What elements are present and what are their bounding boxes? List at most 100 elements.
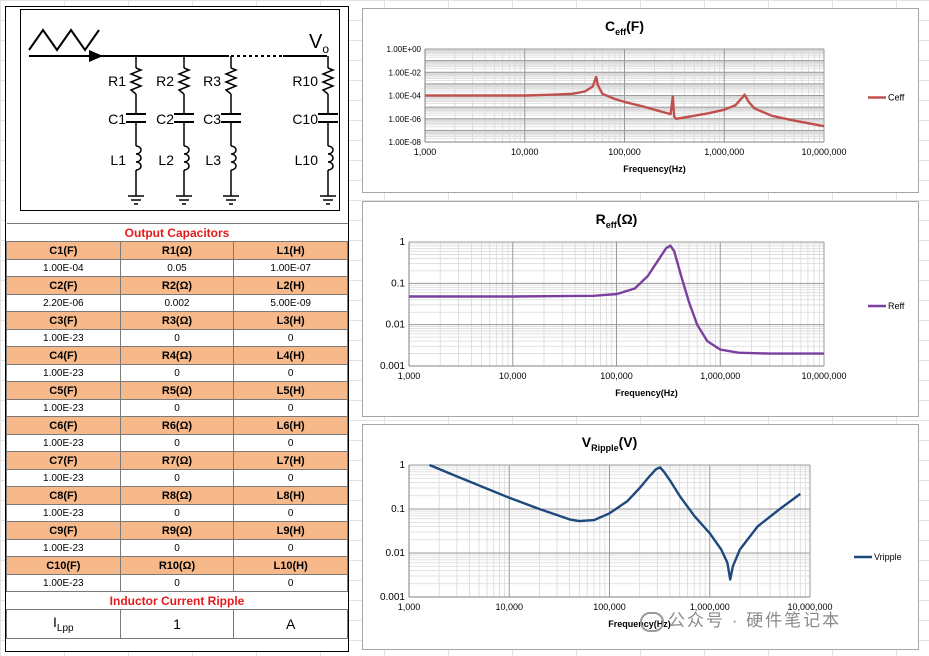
vripple-chart: 1,000 10,000 100,000 1,000,000 10,000,000 0.0… xyxy=(362,424,919,650)
inductor-label: L10 xyxy=(295,152,319,168)
value-cell[interactable]: 0 xyxy=(119,434,235,452)
value-cell[interactable]: 2.20E-06 xyxy=(6,294,121,312)
header-cell: L6(H) xyxy=(233,416,348,435)
ilpp-label: ILpp xyxy=(6,609,121,639)
value-cell[interactable]: 0.05 xyxy=(119,259,235,277)
value-cell[interactable]: 0 xyxy=(119,329,235,347)
value-cell[interactable]: 0 xyxy=(119,469,235,487)
capacitor-label: C1 xyxy=(108,111,126,127)
schematic-svg: Vo R1 C1 L1 R2 C2 L2 R3 C3 L3 R10 C10 L10 xyxy=(28,28,338,205)
series-line-ceff xyxy=(425,75,825,128)
inductor-icon xyxy=(230,145,237,171)
legend: Reff xyxy=(868,301,905,311)
schematic-diagram: Vo R1 C1 L1 R2 C2 L2 R3 C3 L3 R10 C10 L10 xyxy=(20,9,340,211)
table-title: Output Capacitors xyxy=(6,223,348,242)
header-cell: L2(H) xyxy=(233,276,348,295)
resistor-icon xyxy=(320,67,336,95)
value-cell[interactable]: 1.00E-23 xyxy=(6,504,121,522)
header-cell: R4(Ω) xyxy=(119,346,235,365)
value-cell[interactable]: 1.00E-23 xyxy=(6,399,121,417)
value-cell[interactable]: 0 xyxy=(233,434,348,452)
x-tick-label: 1,000 xyxy=(414,147,437,157)
header-cell: L9(H) xyxy=(233,521,348,540)
x-tick-label: 1,000,000 xyxy=(690,602,730,612)
inductor-icon xyxy=(327,145,334,171)
header-cell: C7(F) xyxy=(6,451,121,470)
ilpp-unit: A xyxy=(233,609,348,639)
legend-label: Ceff xyxy=(888,93,905,103)
header-cell: C5(F) xyxy=(6,381,121,400)
x-tick-label: 10,000 xyxy=(511,147,539,157)
x-tick-label: 10,000,000 xyxy=(787,602,832,612)
value-cell[interactable]: 0 xyxy=(233,329,348,347)
header-cell: C4(F) xyxy=(6,346,121,365)
value-cell[interactable]: 1.00E-07 xyxy=(233,259,348,277)
resistor-label: R3 xyxy=(203,73,221,89)
value-cell[interactable]: 1.00E-23 xyxy=(6,469,121,487)
table-header-row: C4(F) R4(Ω) L4(H) xyxy=(6,346,348,365)
header-cell: C1(F) xyxy=(6,241,121,260)
arrow-icon xyxy=(89,50,103,62)
value-cell[interactable]: 0 xyxy=(119,364,235,382)
value-cell[interactable]: 1.00E-23 xyxy=(6,539,121,557)
table-header-row: C10(F) R10(Ω) L10(H) xyxy=(6,556,348,575)
table-row: 1.00E-23 0 0 xyxy=(6,434,348,452)
ground-icon xyxy=(320,195,336,205)
y-tick-label: 1.00E-08 xyxy=(389,138,422,147)
x-axis-label: Frequency(Hz) xyxy=(623,164,686,174)
x-tick-label: 1,000 xyxy=(398,371,421,381)
value-cell[interactable]: 1.00E-23 xyxy=(6,364,121,382)
value-cell[interactable]: 0 xyxy=(119,399,235,417)
value-cell[interactable]: 0.002 xyxy=(119,294,235,312)
chart-svg: 1,000 10,000 100,000 1,000,000 10,000,000 1.0… xyxy=(387,18,905,174)
capacitor-label: C10 xyxy=(292,111,318,127)
value-cell[interactable]: 1.00E-23 xyxy=(6,329,121,347)
header-cell: R8(Ω) xyxy=(119,486,235,505)
value-cell[interactable]: 0 xyxy=(119,539,235,557)
value-cell[interactable]: 1.00E-04 xyxy=(6,259,121,277)
x-tick-label: 100,000 xyxy=(600,371,633,381)
ilpp-row: ILpp 1 A xyxy=(6,609,348,639)
gridlines xyxy=(408,241,825,367)
legend: Vripple xyxy=(854,552,902,562)
header-cell: R1(Ω) xyxy=(119,241,235,260)
value-cell[interactable]: 5.00E-09 xyxy=(233,294,348,312)
header-cell: L10(H) xyxy=(233,556,348,575)
value-cell[interactable]: 1.00E-23 xyxy=(6,434,121,452)
header-cell: C10(F) xyxy=(6,556,121,575)
x-tick-label: 10,000,000 xyxy=(801,371,846,381)
y-tick-label: 1.00E-06 xyxy=(389,115,422,124)
value-cell[interactable]: 0 xyxy=(119,504,235,522)
table-header-row: C6(F) R6(Ω) L6(H) xyxy=(6,416,348,435)
capacitor-label: C2 xyxy=(156,111,174,127)
y-tick-label: 0.01 xyxy=(386,548,406,559)
table-row: 1.00E-23 0 0 xyxy=(6,574,348,592)
header-cell: C8(F) xyxy=(6,486,121,505)
vo-label: Vo xyxy=(309,31,329,56)
ilpp-value[interactable]: 1 xyxy=(119,609,235,639)
header-cell: L8(H) xyxy=(233,486,348,505)
value-cell[interactable]: 0 xyxy=(233,539,348,557)
x-tick-label: 10,000 xyxy=(499,371,527,381)
branch-2: R2 C2 L2 xyxy=(156,56,194,205)
value-cell[interactable]: 0 xyxy=(119,574,235,592)
legend: Ceff xyxy=(868,93,905,103)
chart-title: Ceff(F) xyxy=(605,18,644,37)
header-cell: R7(Ω) xyxy=(119,451,235,470)
y-tick-label: 0.001 xyxy=(380,361,405,372)
resistor-icon xyxy=(128,67,144,95)
value-cell[interactable]: 0 xyxy=(233,504,348,522)
y-tick-label: 1.00E-04 xyxy=(389,92,422,101)
value-cell[interactable]: 0 xyxy=(233,399,348,417)
value-cell[interactable]: 0 xyxy=(233,469,348,487)
table-header-row: C1(F) R1(Ω) L1(H) xyxy=(6,241,348,260)
x-axis-label: Frequency(Hz) xyxy=(615,388,678,398)
value-cell[interactable]: 0 xyxy=(233,364,348,382)
value-cell[interactable]: 1.00E-23 xyxy=(6,574,121,592)
table-row: 2.20E-06 0.002 5.00E-09 xyxy=(6,294,348,312)
value-cell[interactable]: 0 xyxy=(233,574,348,592)
x-axis-label: Frequency(Hz) xyxy=(608,619,671,629)
left-panel: Vo R1 C1 L1 R2 C2 L2 R3 C3 L3 R10 C10 L10 Output Ca… xyxy=(5,6,349,652)
header-cell: C2(F) xyxy=(6,276,121,295)
header-cell: L4(H) xyxy=(233,346,348,365)
